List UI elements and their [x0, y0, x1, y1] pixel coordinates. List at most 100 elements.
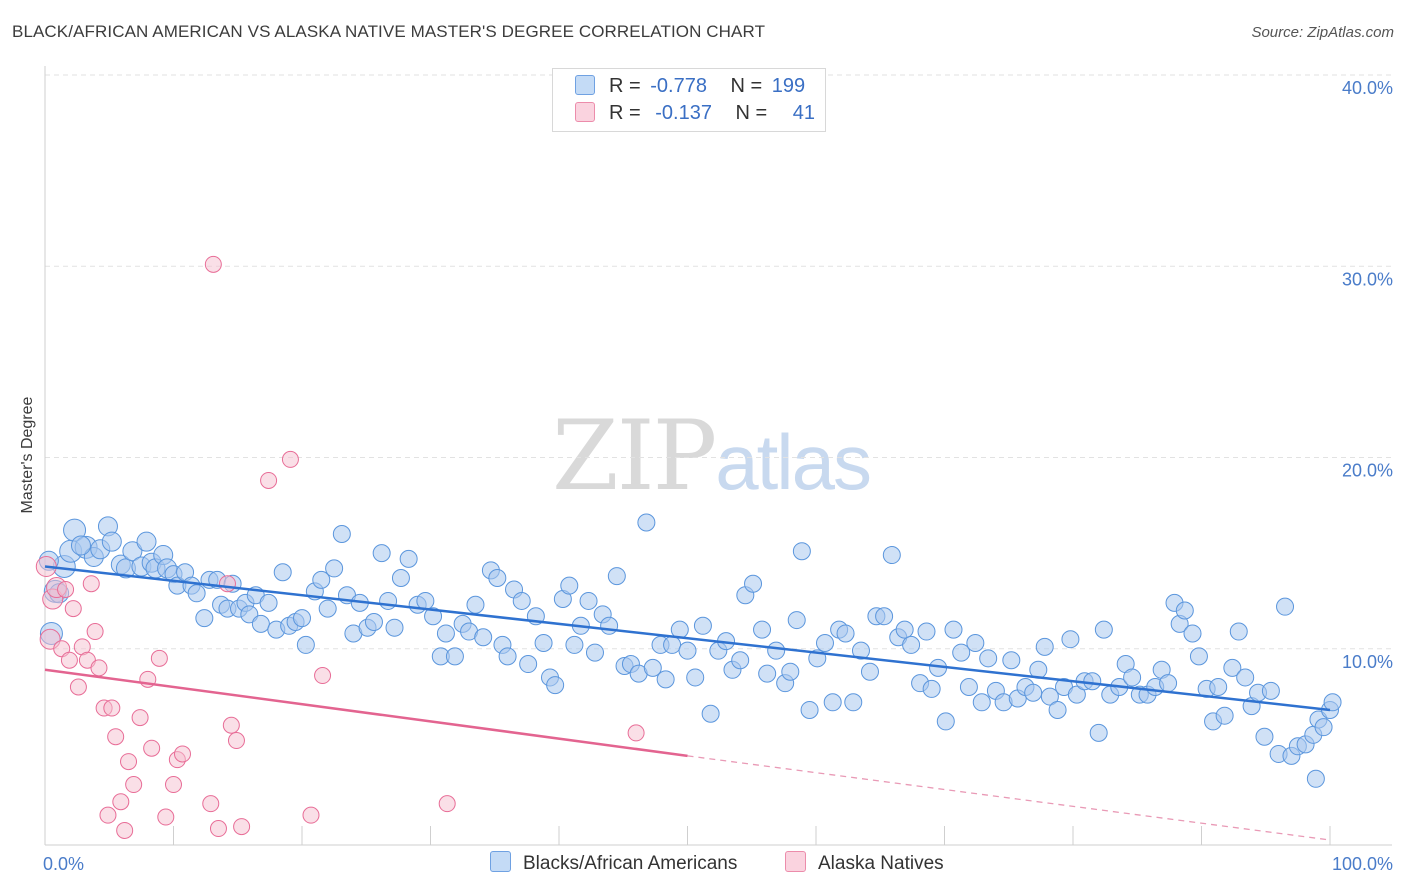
- legend-row-alaska: R = -0.137 N = 41: [575, 102, 815, 125]
- data-point-blacks: [474, 628, 493, 647]
- data-point-blacks: [1175, 601, 1194, 620]
- y-tick-label: 30.0%: [1342, 269, 1393, 289]
- data-point-blacks: [959, 678, 978, 696]
- data-point-alaska: [90, 659, 108, 677]
- data-point-alaska: [173, 745, 191, 763]
- chart-title: BLACK/AFRICAN AMERICAN VS ALASKA NATIVE …: [12, 22, 766, 41]
- data-point-alaska: [143, 739, 161, 757]
- data-point-alaska: [103, 699, 121, 717]
- data-point-alaska: [227, 732, 245, 750]
- data-point-blacks: [758, 664, 777, 683]
- data-point-alaska: [64, 600, 82, 618]
- data-point-blacks: [1223, 658, 1242, 677]
- data-point-blacks: [1323, 693, 1342, 712]
- data-point-blacks: [1123, 668, 1142, 687]
- data-point-alaska: [112, 793, 130, 811]
- data-point-blacks: [187, 584, 206, 603]
- data-point-blacks: [122, 541, 143, 562]
- data-point-alaska: [107, 728, 125, 746]
- data-point-blacks: [498, 647, 517, 666]
- data-point-blacks: [251, 614, 270, 633]
- y-tick-label: 40.0%: [1342, 78, 1393, 98]
- legend-n-value: 199: [771, 75, 806, 97]
- data-point-blacks: [800, 700, 819, 719]
- data-point-blacks: [1255, 727, 1274, 746]
- legend-r-label: R =: [609, 102, 641, 124]
- data-point-alaska: [260, 471, 278, 489]
- data-point-blacks: [436, 624, 455, 643]
- data-point-blacks: [966, 634, 985, 653]
- data-point-alaska: [209, 820, 227, 838]
- legend-r-value: -0.778: [650, 75, 707, 97]
- data-point-alaska: [120, 753, 138, 771]
- data-point-blacks: [753, 620, 772, 639]
- x-tick-label: 0.0%: [43, 854, 84, 874]
- data-point-blacks: [416, 591, 435, 610]
- watermark: ZIPatlas: [552, 400, 872, 512]
- data-point-blacks: [385, 618, 404, 637]
- correlation-legend: R = -0.778 N = 199 R = -0.137 N = 41: [552, 68, 826, 132]
- data-point-blacks: [637, 513, 656, 532]
- data-point-blacks: [844, 693, 863, 712]
- data-point-blacks: [1209, 678, 1228, 696]
- legend-row-blacks: R = -0.778 N = 199: [575, 75, 805, 98]
- data-point-blacks: [1094, 620, 1113, 639]
- data-point-alaska: [222, 716, 240, 734]
- trendline-blacks: [44, 565, 1331, 712]
- data-point-blacks: [944, 620, 963, 639]
- data-point-blacks: [379, 591, 398, 610]
- data-point-alaska: [99, 806, 117, 824]
- data-point-blacks: [600, 616, 619, 635]
- data-point-alaska: [218, 575, 236, 593]
- data-point-blacks: [781, 662, 800, 681]
- data-point-alaska: [60, 651, 78, 669]
- data-point-blacks: [1183, 624, 1202, 643]
- data-point-blacks: [851, 641, 870, 660]
- data-point-blacks: [767, 641, 786, 660]
- data-point-blacks: [101, 531, 122, 552]
- data-point-blacks: [240, 605, 259, 624]
- data-point-blacks: [1089, 723, 1108, 742]
- data-point-blacks: [836, 624, 855, 643]
- data-point-blacks: [565, 635, 584, 654]
- data-point-blacks: [372, 544, 391, 563]
- data-point-blacks: [325, 559, 344, 578]
- data-point-blacks: [1189, 647, 1208, 666]
- data-point-alaska: [69, 678, 87, 696]
- data-point-blacks: [399, 549, 418, 568]
- data-point-blacks: [1229, 622, 1248, 641]
- data-point-blacks: [972, 693, 991, 712]
- x-tick-label: 100.0%: [1332, 854, 1393, 874]
- data-point-blacks: [273, 563, 292, 582]
- data-point-blacks: [607, 567, 626, 586]
- legend-r-value: -0.137: [655, 102, 712, 124]
- data-point-alaska: [82, 575, 100, 593]
- data-point-blacks: [686, 668, 705, 687]
- data-point-blacks: [1159, 674, 1178, 693]
- data-point-blacks: [1083, 672, 1102, 691]
- series-swatch-pink: [785, 851, 806, 872]
- data-point-blacks: [895, 620, 914, 639]
- data-point-blacks: [952, 643, 971, 662]
- data-point-blacks: [860, 662, 879, 681]
- data-point-blacks: [1314, 718, 1333, 737]
- data-point-blacks: [1035, 637, 1054, 656]
- data-point-alaska: [125, 776, 143, 794]
- data-point-blacks: [823, 693, 842, 712]
- data-point-blacks: [512, 591, 531, 610]
- data-point-blacks: [902, 635, 921, 654]
- data-point-blacks: [1261, 681, 1280, 700]
- data-point-alaska: [627, 724, 645, 742]
- data-point-alaska: [204, 255, 222, 273]
- data-point-blacks: [560, 576, 579, 595]
- data-point-blacks: [312, 570, 331, 589]
- data-point-blacks: [534, 634, 553, 653]
- data-point-blacks: [1061, 630, 1080, 649]
- y-axis-label: Master's Degree: [19, 396, 36, 514]
- data-point-blacks: [979, 649, 998, 668]
- data-point-alaska: [131, 709, 149, 727]
- data-point-blacks: [1306, 769, 1325, 788]
- data-point-alaska: [86, 623, 104, 641]
- data-point-blacks: [922, 679, 941, 698]
- data-point-blacks: [136, 531, 157, 552]
